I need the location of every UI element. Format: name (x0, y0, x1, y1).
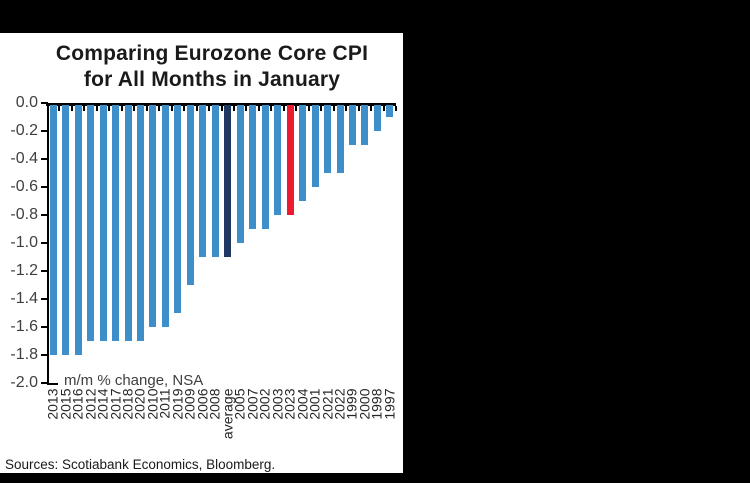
y-tick-label--1.6: -1.6 (10, 318, 38, 335)
zero-line-tick (357, 106, 360, 111)
bar-1997 (386, 105, 394, 117)
bar-2012 (87, 105, 95, 341)
bar-2020 (136, 105, 144, 341)
zero-line-tick (95, 106, 98, 111)
x-label-1997: 1997 (381, 388, 398, 420)
zero-line-tick (295, 106, 298, 111)
y-tick-label--0.4: -0.4 (10, 150, 38, 167)
bar-2008 (211, 105, 219, 257)
zero-line-tick (108, 106, 111, 111)
zero-line-tick (145, 106, 148, 111)
y-tick-label--1.4: -1.4 (10, 290, 38, 307)
sources-text: Sources: Scotiabank Economics, Bloomberg… (5, 457, 276, 472)
zero-line-tick (332, 106, 335, 111)
x-axis-zero-line (46, 103, 396, 106)
zero-line-tick (195, 106, 198, 111)
zero-line-tick (245, 106, 248, 111)
bar-average (224, 105, 232, 257)
bar-2023 (286, 105, 294, 215)
zero-line-tick (170, 106, 173, 111)
y-tick-label-0.0: 0.0 (15, 94, 38, 111)
zero-line-tick (70, 106, 73, 111)
zero-line-tick (320, 106, 323, 111)
bar-1998 (373, 105, 381, 131)
zero-line-tick (233, 106, 235, 111)
bar-2005 (236, 105, 244, 243)
bar-2022 (336, 105, 344, 173)
zero-line-tick (307, 106, 310, 111)
zero-line-tick (270, 106, 273, 111)
y-axis-corner-foot (47, 383, 58, 385)
zero-line-tick (282, 106, 285, 111)
y-tick-label--0.2: -0.2 (10, 122, 38, 139)
y-tick-label--1.2: -1.2 (10, 262, 38, 279)
zero-line-tick (345, 106, 348, 111)
chart-title-line1: Comparing Eurozone Core CPI (55, 42, 369, 65)
zero-line-tick (208, 106, 211, 111)
y-tick--1.2 (41, 270, 48, 272)
bar-2004 (299, 105, 307, 201)
zero-line-tick (183, 106, 186, 111)
y-axis-line (47, 103, 49, 385)
zero-line-tick (382, 106, 385, 111)
bar-2002 (261, 105, 269, 229)
zero-line-tick (257, 106, 260, 111)
y-tick-label--0.8: -0.8 (10, 206, 38, 223)
y-tick--2.0 (41, 382, 48, 384)
bar-2001 (311, 105, 319, 187)
chart-title-line2: for All Months in January (83, 68, 341, 91)
y-tick--1.0 (41, 242, 48, 244)
zero-line-tick (370, 106, 373, 111)
y-tick--0.8 (41, 214, 48, 216)
zero-line-tick (220, 106, 223, 111)
zero-line-tick (395, 106, 398, 111)
y-tick-0.0 (41, 102, 48, 104)
y-tick--1.4 (41, 298, 48, 300)
chart-title: Comparing Eurozone Core CPI for All Mont… (18, 41, 406, 93)
zero-line-tick (58, 106, 61, 111)
zero-line-tick (120, 106, 123, 111)
bar-2009 (186, 105, 194, 285)
y-tick-label--1.0: -1.0 (10, 234, 38, 251)
bar-2010 (149, 105, 157, 327)
y-tick-label--1.8: -1.8 (10, 346, 38, 363)
bar-1999 (348, 105, 356, 145)
axis-units-note: m/m % change, NSA (64, 372, 204, 389)
zero-line-tick (133, 106, 136, 111)
zero-line-tick (83, 106, 86, 111)
bar-2007 (249, 105, 257, 229)
bar-2017 (112, 105, 120, 341)
y-tick-label--2.0: -2.0 (10, 374, 38, 391)
y-tick--0.2 (41, 130, 48, 132)
bar-2019 (174, 105, 182, 313)
y-tick--0.6 (41, 186, 48, 188)
bar-2013 (49, 105, 57, 355)
bar-2003 (274, 105, 282, 215)
bar-2018 (124, 105, 132, 341)
bar-2000 (361, 105, 369, 145)
zero-line-tick (158, 106, 161, 111)
bar-2006 (199, 105, 207, 257)
bar-2015 (62, 105, 70, 355)
chart-page: Comparing Eurozone Core CPI for All Mont… (0, 33, 403, 473)
bar-2014 (99, 105, 107, 341)
bar-2021 (324, 105, 332, 173)
bar-2016 (74, 105, 82, 355)
bar-2011 (161, 105, 169, 327)
y-tick-label--0.6: -0.6 (10, 178, 38, 195)
y-tick--0.4 (41, 158, 48, 160)
y-tick--1.8 (41, 354, 48, 356)
y-tick--1.6 (41, 326, 48, 328)
